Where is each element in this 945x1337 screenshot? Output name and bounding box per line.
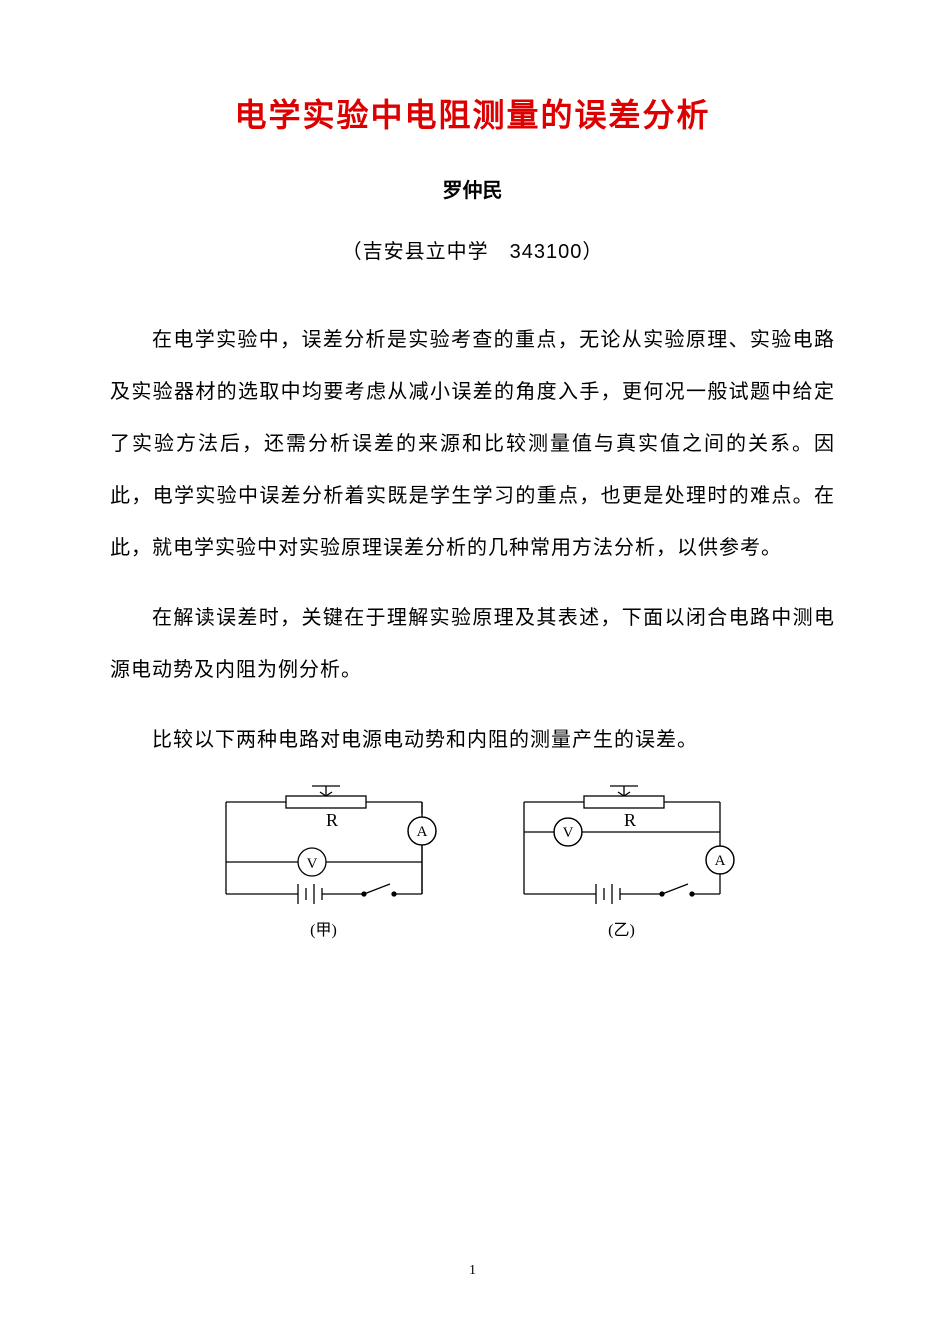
svg-text:V: V	[306, 856, 317, 872]
document-title: 电学实验中电阻测量的误差分析	[110, 90, 835, 136]
svg-text:R: R	[325, 810, 337, 830]
circuit-left-svg: R V A	[204, 784, 444, 914]
svg-text:V: V	[562, 825, 573, 841]
paragraph-3: 比较以下两种电路对电源电动势和内阻的测量产生的误差。	[110, 714, 835, 766]
svg-text:A: A	[714, 853, 725, 869]
circuit-right: R V A (乙)	[502, 784, 742, 940]
circuit-left-caption: (甲)	[310, 916, 337, 940]
paragraph-2: 在解读误差时，关键在于理解实验原理及其表述，下面以闭合电路中测电源电动势及内阻为…	[110, 592, 835, 696]
svg-text:A: A	[416, 824, 427, 840]
document-author: 罗仲民	[110, 174, 835, 203]
circuit-left: R V A (甲)	[204, 784, 444, 940]
circuit-diagrams-row: R V A (甲)	[110, 784, 835, 940]
svg-text:R: R	[623, 810, 635, 830]
document-affiliation: （吉安县立中学 343100）	[110, 235, 835, 264]
page-number: 1	[469, 1263, 476, 1279]
circuit-right-svg: R V A	[502, 784, 742, 914]
document-page: 电学实验中电阻测量的误差分析 罗仲民 （吉安县立中学 343100） 在电学实验…	[0, 0, 945, 1337]
paragraph-1: 在电学实验中，误差分析是实验考查的重点，无论从实验原理、实验电路及实验器材的选取…	[110, 314, 835, 574]
circuit-right-caption: (乙)	[608, 916, 635, 940]
